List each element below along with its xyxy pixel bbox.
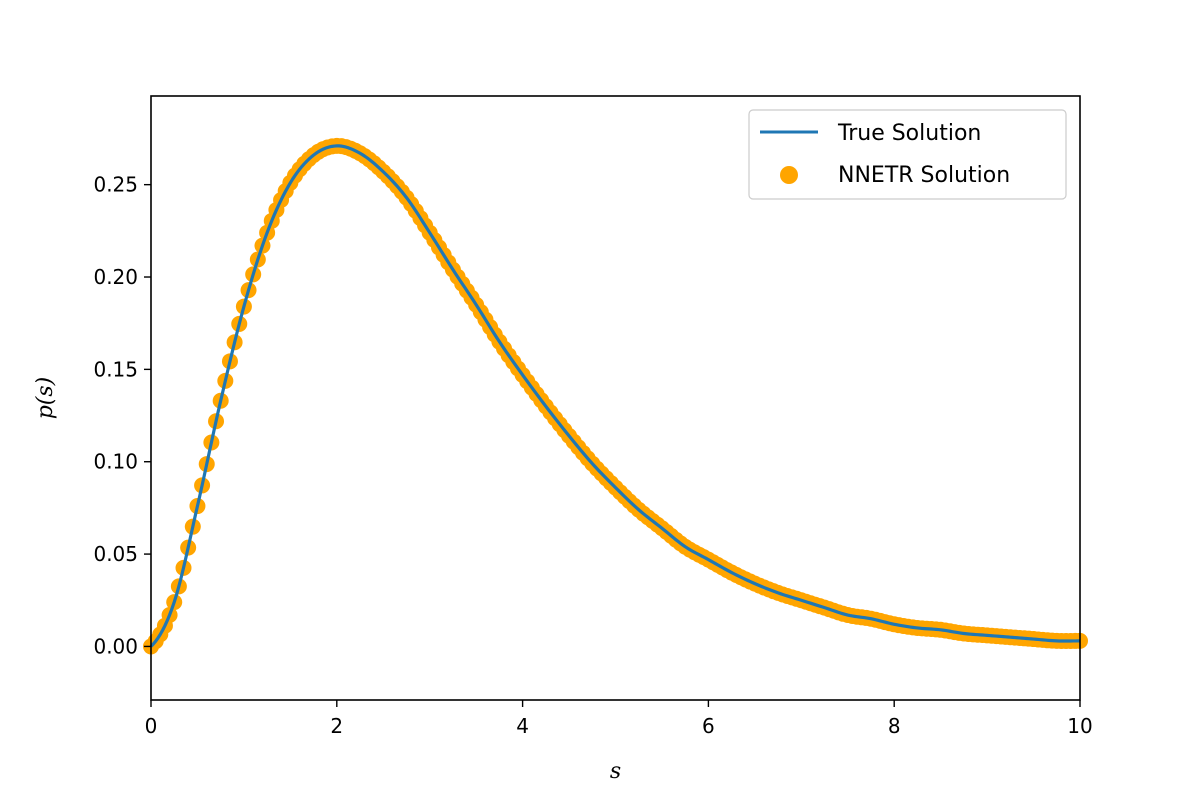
- legend-label-nnetr-solution: NNETR Solution: [838, 163, 1010, 188]
- true-solution-line: [149, 144, 1081, 648]
- legend: True Solution NNETR Solution: [748, 109, 1067, 200]
- legend-label-true-solution: True Solution: [837, 121, 981, 146]
- y-tick-label: 0.00: [93, 634, 138, 658]
- x-axis: 0 2 4 6 8 10: [145, 700, 1093, 738]
- true-solution-series: [149, 144, 1081, 648]
- legend-box: [748, 109, 1067, 200]
- x-tick-label: 0: [145, 714, 158, 738]
- plot-frame: [150, 95, 1081, 701]
- y-tick-label: 0.20: [93, 265, 138, 289]
- y-axis-label: p(s): [33, 377, 58, 420]
- x-tick-label: 10: [1067, 714, 1092, 738]
- y-tick-label: 0.05: [93, 542, 138, 566]
- y-tick-label: 0.15: [93, 357, 138, 381]
- x-tick-label: 6: [702, 714, 715, 738]
- x-tick-label: 4: [516, 714, 529, 738]
- x-tick-label: 8: [888, 714, 901, 738]
- y-tick-label: 0.10: [93, 450, 138, 474]
- y-tick-label: 0.25: [93, 173, 138, 197]
- x-axis-label: s: [610, 759, 621, 784]
- y-axis: 0.00 0.05 0.10 0.15 0.20 0.25: [93, 173, 151, 658]
- x-tick-label: 2: [330, 714, 343, 738]
- legend-swatch-nnetr-solution: [780, 166, 798, 184]
